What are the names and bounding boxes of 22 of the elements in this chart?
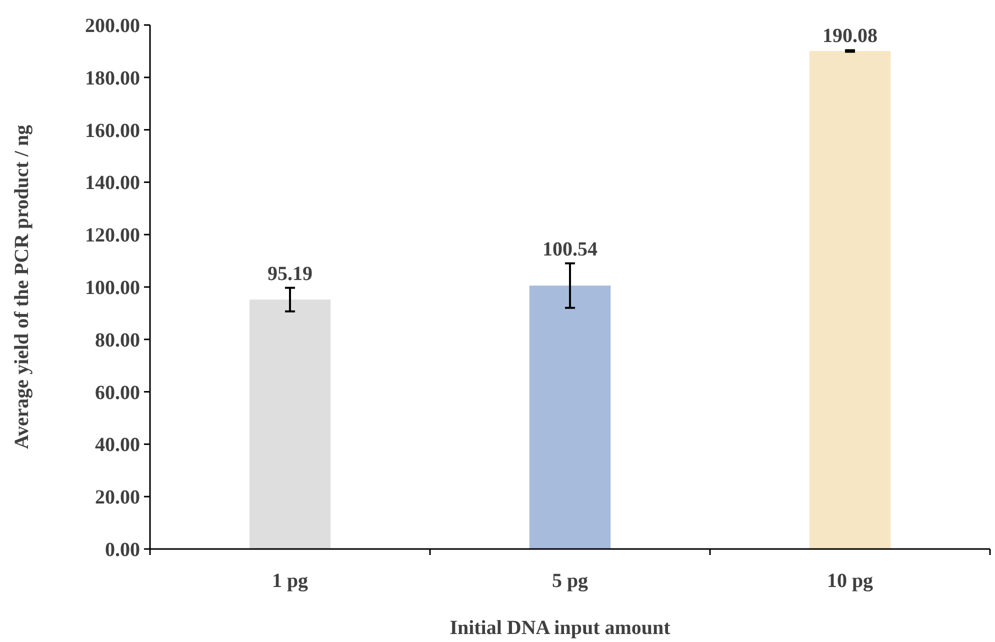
y-tick-label: 0.00 [105,539,140,561]
data-label: 95.19 [268,262,312,285]
bar [809,50,891,549]
x-tick-label: 1 pg [272,570,308,592]
y-tick-label: 140.00 [85,172,140,194]
x-axis-title: Initial DNA input amount [450,617,671,639]
x-tick-label: 10 pg [826,570,874,592]
y-tick-label: 100.00 [85,277,140,299]
y-axis-title: Average yield of the PCR product / ng [11,124,33,450]
y-tick-label: 60.00 [95,382,140,404]
y-tick-label: 40.00 [95,434,140,456]
x-tick-label: 5 pg [552,570,588,592]
data-label: 190.08 [822,25,878,48]
y-tick-label: 120.00 [85,224,140,247]
y-tick-label: 160.00 [85,120,140,142]
bar [529,286,611,549]
y-tick-label: 80.00 [95,329,140,352]
data-label: 100.54 [542,238,598,260]
y-tick-label: 180.00 [85,67,140,90]
y-tick-label: 20.00 [95,486,140,509]
bar [249,300,331,549]
y-tick-label: 200.00 [85,15,140,37]
